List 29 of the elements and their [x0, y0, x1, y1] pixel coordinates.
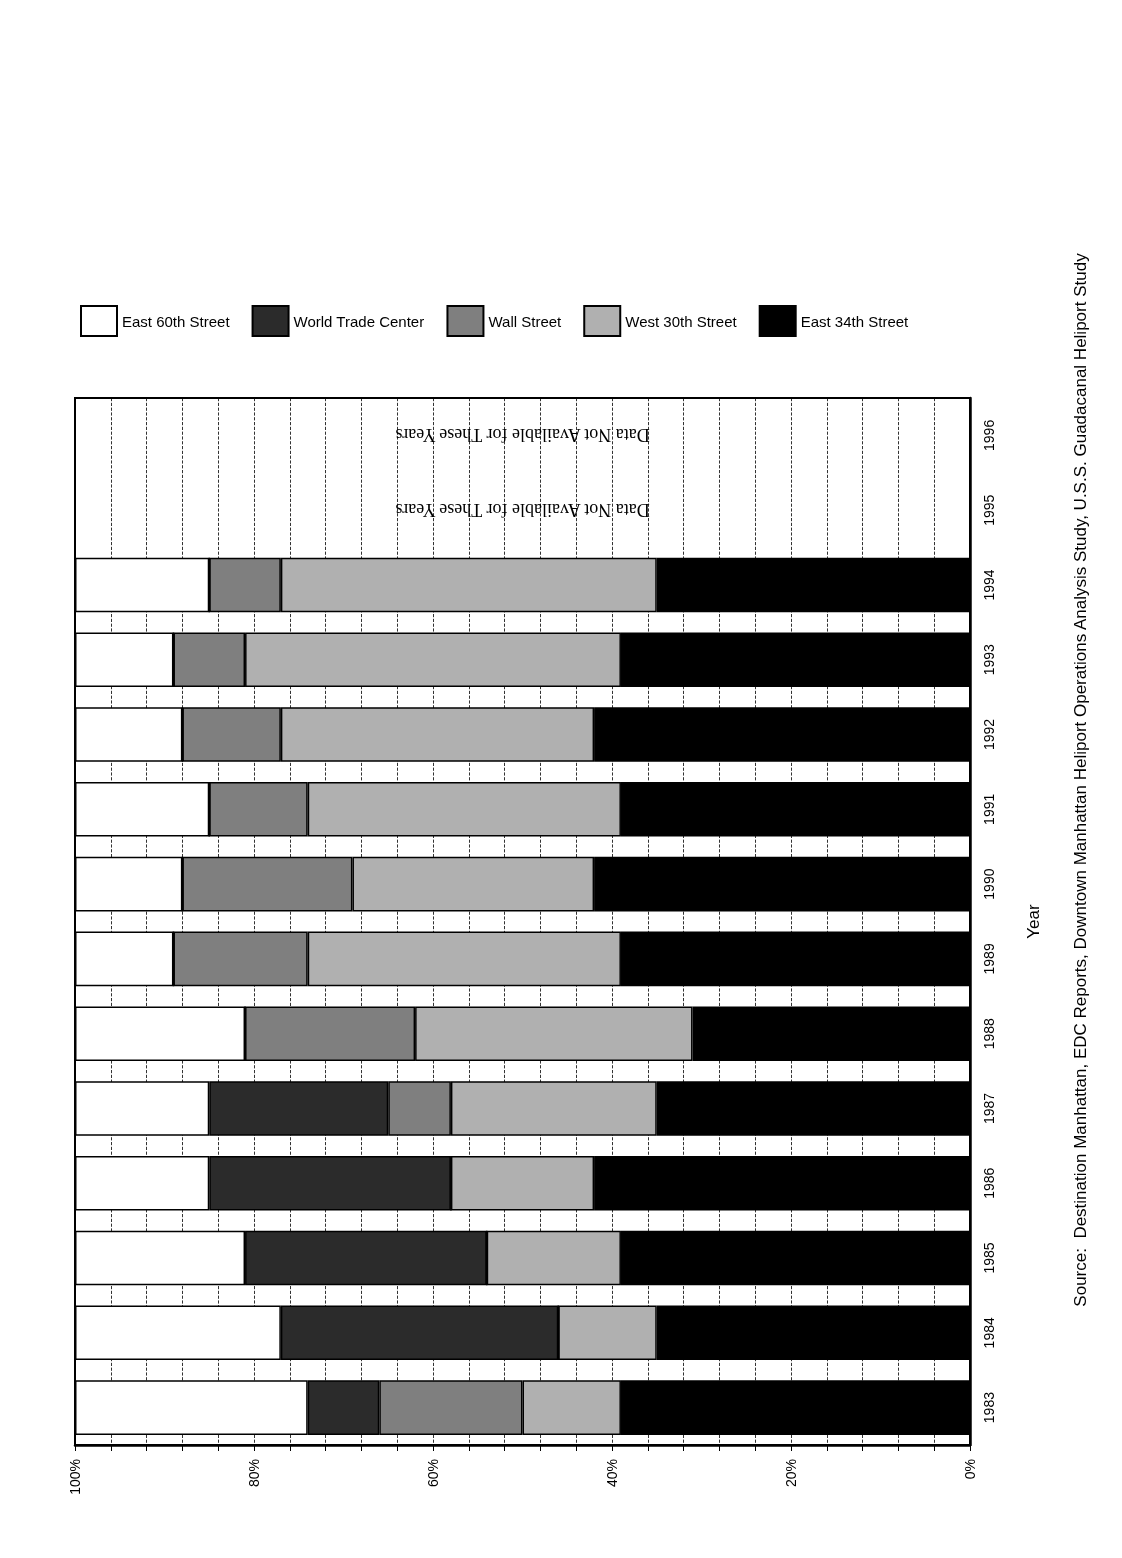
x-tick-label: 0% [962, 1459, 978, 1480]
x-tick-label: 80% [246, 1459, 262, 1488]
y-tick-label: 1987 [981, 1092, 997, 1125]
y-tick-label: 1986 [981, 1167, 997, 1199]
legend-label: East 60th Street [122, 312, 231, 330]
y-tick-label: 1991 [981, 793, 997, 825]
source-note: Source: Destination Manhattan, EDC Reports, Downtown Manhattan Heliport Operations Analysis Study, U.S.S. Guadacanal Heliport Study [1070, 252, 1090, 1307]
legend-label: East 34th Street [800, 312, 910, 330]
y-tick-label: 1992 [981, 718, 997, 751]
y-tick-label: 1996 [981, 419, 997, 451]
y-tick-label: 1988 [981, 1017, 997, 1050]
x-tick-label: 40% [604, 1459, 620, 1488]
legend-label: World Trade Center [293, 312, 425, 330]
legend-label: West 30th Street [625, 312, 738, 330]
x-tick-label: 100% [67, 1459, 83, 1495]
y-tick-label: 1993 [981, 643, 997, 676]
legend-label: Wall Street [488, 312, 563, 330]
x-tick-label: 20% [783, 1459, 799, 1488]
y-tick-label: 1984 [981, 1317, 997, 1349]
y-tick-label: 1989 [981, 943, 997, 975]
y-tick-label: 1985 [981, 1242, 997, 1274]
x-tick-label: 60% [425, 1459, 441, 1488]
y-tick-label: 1990 [981, 868, 997, 900]
y-axis-title: Year [1024, 903, 1043, 939]
annotation: Data Not Available for These Years [395, 500, 650, 521]
annotation: Data Not Available for These Years [395, 425, 650, 446]
y-tick-label: 1995 [981, 494, 997, 526]
y-tick-label: 1994 [981, 569, 997, 601]
y-tick-label: 1983 [981, 1391, 997, 1424]
